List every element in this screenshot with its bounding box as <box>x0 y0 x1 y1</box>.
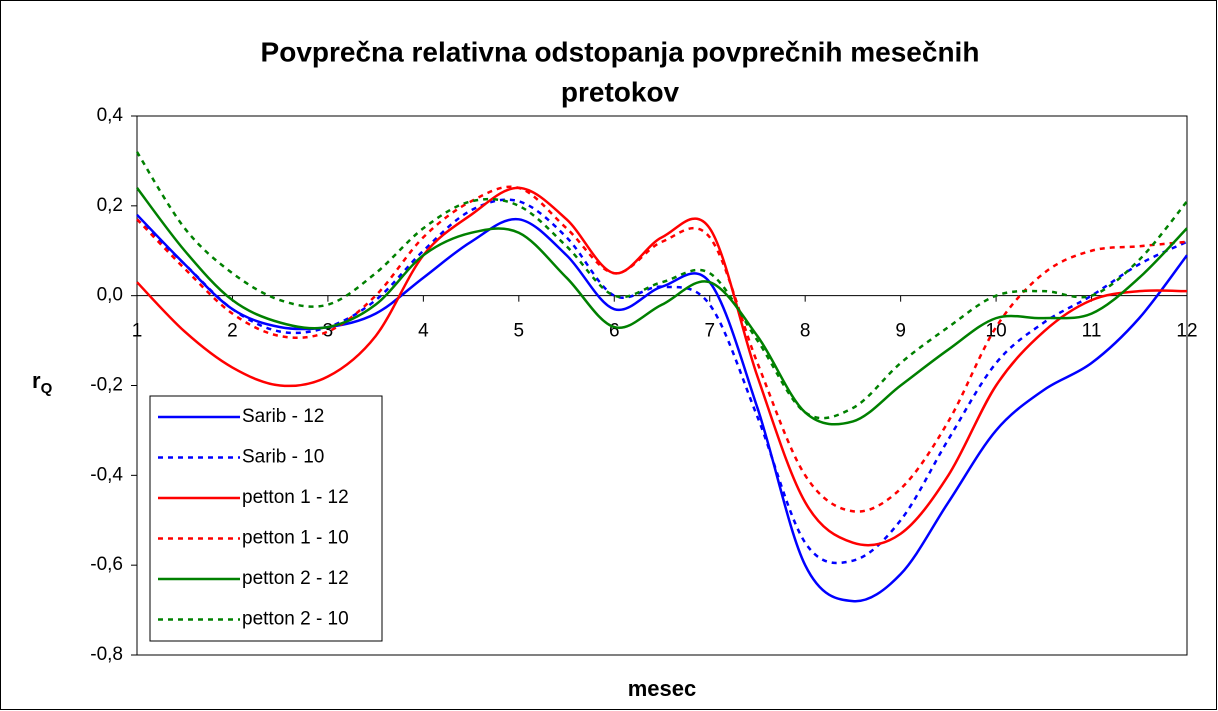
x-tick-label: 7 <box>704 321 715 342</box>
y-tick-label: -0,2 <box>90 375 123 396</box>
legend-label: Sarib - 10 <box>242 447 324 468</box>
x-tick-label: 11 <box>1082 321 1102 342</box>
x-tick-label: 1 <box>132 321 143 342</box>
legend-label: petton 1 - 12 <box>242 487 349 508</box>
legend-label: petton 2 - 12 <box>242 568 349 589</box>
y-axis-label: rQ <box>32 368 53 397</box>
x-axis-label: mesec <box>628 676 697 701</box>
series-line <box>135 151 1188 420</box>
x-tick-label: 5 <box>514 321 525 342</box>
legend-label: Sarib - 12 <box>242 406 324 427</box>
series-line <box>136 187 1188 426</box>
x-tick-label: 6 <box>609 321 620 342</box>
legend-box <box>149 395 383 642</box>
y-tick-label: -0,4 <box>90 464 123 485</box>
x-tick-label: 10 <box>986 321 1007 342</box>
y-tick-label: 0,4 <box>97 105 124 126</box>
y-tick-label: 0,0 <box>97 285 123 306</box>
y-axis-label-sub: Q <box>41 380 53 397</box>
y-axis-label-main: r <box>32 368 41 393</box>
x-tick-label: 12 <box>1176 321 1197 342</box>
series-line <box>136 198 1188 565</box>
y-tick-label: -0,6 <box>90 554 123 575</box>
x-tick-label: 9 <box>895 321 906 342</box>
chart-title: pretokov <box>561 76 680 107</box>
series-line <box>136 186 1188 547</box>
y-tick-label: 0,2 <box>97 195 123 216</box>
chart-title: Povprečna relativna odstopanja povprečni… <box>261 36 980 67</box>
x-tick-label: 3 <box>323 321 334 342</box>
x-tick-label: 8 <box>800 321 811 342</box>
legend-label: petton 1 - 10 <box>242 528 349 549</box>
legend-label: petton 2 - 10 <box>242 609 349 630</box>
y-tick-label: -0,8 <box>90 644 123 665</box>
x-tick-label: 2 <box>227 321 238 342</box>
series-line <box>136 185 1188 513</box>
x-tick-label: 4 <box>418 321 429 342</box>
